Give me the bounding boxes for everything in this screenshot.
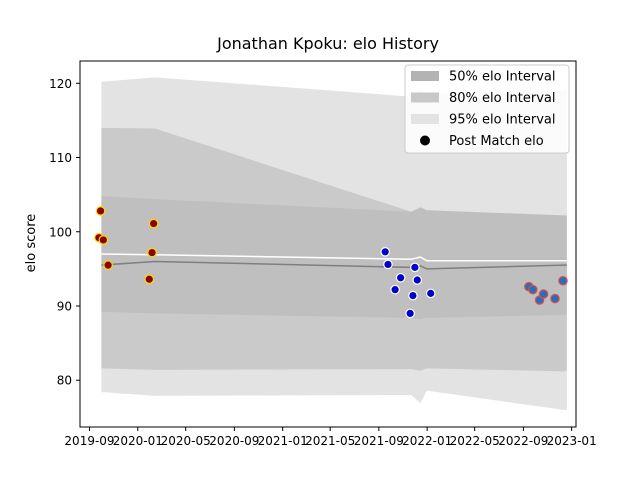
post-match-elo-point bbox=[550, 293, 560, 304]
x-axis: 2019-092020-012020-052020-092021-012021-… bbox=[64, 427, 597, 448]
chart-title: Jonathan Kpoku: elo History bbox=[216, 34, 439, 53]
post-match-elo-point bbox=[144, 274, 155, 285]
x-tick-label: 2021-09 bbox=[354, 434, 404, 448]
x-tick-label: 2022-05 bbox=[450, 434, 500, 448]
y-tick-label: 90 bbox=[57, 299, 72, 313]
post-match-elo-point bbox=[538, 289, 549, 299]
y-axis: 80 90 100 110 120 bbox=[49, 77, 80, 388]
legend-label: 95% elo Interval bbox=[449, 113, 556, 128]
y-tick-label: 100 bbox=[49, 225, 72, 239]
x-tick-label: 2023-01 bbox=[547, 434, 597, 448]
band-95-interval bbox=[101, 77, 567, 410]
x-tick-label: 2020-09 bbox=[209, 434, 259, 448]
legend-label: 50% elo Interval bbox=[449, 70, 556, 85]
post-match-elo-point bbox=[425, 288, 436, 299]
y-tick-label: 110 bbox=[49, 151, 72, 165]
post-match-elo-point bbox=[103, 260, 113, 270]
x-tick-label: 2020-05 bbox=[161, 434, 211, 448]
legend-box bbox=[404, 64, 570, 154]
post-match-elo-point bbox=[408, 290, 418, 301]
post-match-elo-point bbox=[528, 284, 538, 295]
axes-frame bbox=[79, 60, 577, 428]
x-tick-label: 2019-09 bbox=[64, 434, 114, 448]
legend-swatch bbox=[411, 92, 439, 103]
post-match-elo-point bbox=[147, 247, 157, 258]
y-tick-label: 120 bbox=[49, 77, 72, 91]
post-match-elo-point bbox=[383, 259, 393, 270]
plot-area bbox=[94, 77, 568, 410]
legend-swatch bbox=[411, 71, 439, 81]
x-tick-label: 2021-05 bbox=[305, 434, 355, 448]
post-match-elo-point bbox=[558, 275, 568, 286]
legend: 50% elo Interval 80% elo Interval 95% elo … bbox=[404, 64, 570, 154]
post-match-elo-point bbox=[95, 206, 106, 216]
x-tick-label: 2022-01 bbox=[402, 434, 452, 448]
post-match-elo-point bbox=[98, 235, 109, 245]
legend-swatch bbox=[411, 114, 439, 124]
y-tick-label: 80 bbox=[57, 374, 72, 388]
post-match-elo-point bbox=[412, 275, 423, 285]
legend-marker bbox=[420, 135, 430, 146]
post-match-elo-point bbox=[410, 262, 420, 273]
post-match-elo-point bbox=[405, 308, 415, 319]
legend-label: 80% elo Interval bbox=[449, 91, 556, 106]
legend-label: Post Match elo bbox=[449, 134, 544, 149]
band-80-interval bbox=[101, 127, 567, 372]
post-match-elo-point bbox=[380, 247, 390, 257]
median-elo-line bbox=[101, 260, 567, 270]
post-match-elo-point bbox=[390, 284, 400, 295]
x-tick-label: 2020-01 bbox=[113, 434, 163, 448]
post-match-elo-point bbox=[148, 218, 159, 229]
y-axis-label: elo score bbox=[24, 214, 39, 273]
x-tick-label: 2022-09 bbox=[498, 434, 548, 448]
x-tick-label: 2021-01 bbox=[258, 434, 308, 448]
post-match-elo-point bbox=[395, 272, 406, 283]
